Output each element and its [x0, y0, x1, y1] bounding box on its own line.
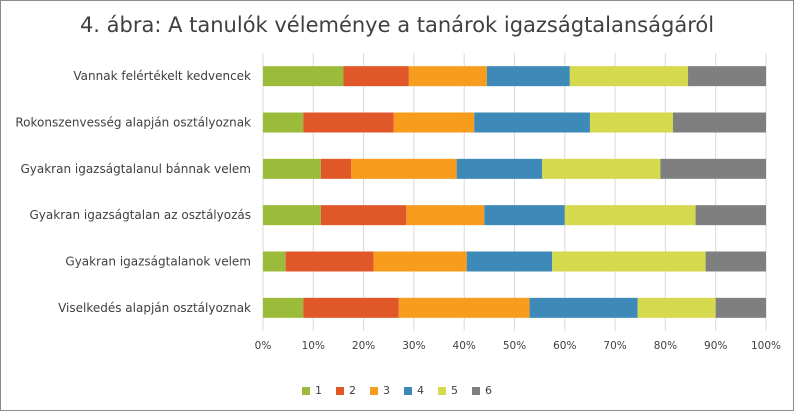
bar-segment-5 — [569, 66, 689, 87]
bar-segment-6 — [705, 251, 766, 272]
x-tick-label: 40% — [453, 340, 476, 352]
bar-segment-2 — [285, 251, 374, 272]
bar-segment-5 — [637, 297, 716, 318]
x-tick-label: 20% — [352, 340, 375, 352]
bar-segment-3 — [398, 297, 530, 318]
bar-segment-3 — [408, 66, 487, 87]
legend-swatch — [404, 386, 412, 395]
bar-segment-4 — [486, 66, 570, 87]
bar-segment-4 — [474, 112, 590, 133]
legend-item: 3 — [370, 384, 390, 397]
legend-label: 1 — [315, 384, 322, 397]
legend-label: 2 — [349, 384, 356, 397]
bar-segment-1 — [263, 158, 321, 179]
legend-item: 5 — [438, 384, 458, 397]
x-tick-label: 80% — [654, 340, 677, 352]
bar-segment-1 — [263, 251, 286, 272]
category-label: Viselkedés alapján osztályoznak — [58, 301, 251, 315]
bar-segment-4 — [466, 251, 553, 272]
legend-swatch — [472, 386, 480, 395]
bar-segment-3 — [393, 112, 475, 133]
category-label: Gyakran igazságtalanok velem — [65, 255, 251, 269]
bar-segment-2 — [303, 297, 399, 318]
bar-segment-5 — [542, 158, 661, 179]
x-tick-label: 50% — [503, 340, 526, 352]
legend-label: 6 — [485, 384, 492, 397]
bar-segment-6 — [672, 112, 766, 133]
legend-swatch — [370, 386, 378, 395]
legend-swatch — [336, 386, 344, 395]
legend-swatch — [302, 386, 310, 395]
bar-segment-4 — [529, 297, 638, 318]
legend-label: 3 — [383, 384, 390, 397]
bar-segment-4 — [484, 205, 565, 226]
legend-swatch — [438, 386, 446, 395]
bar-segment-2 — [320, 158, 352, 179]
x-tick-label: 70% — [603, 340, 626, 352]
x-tick-label: 0% — [255, 340, 272, 352]
category-label: Rokonszenvesség alapján osztályoznak — [15, 116, 251, 130]
legend-item: 1 — [302, 384, 322, 397]
legend-item: 4 — [404, 384, 424, 397]
legend-item: 6 — [472, 384, 492, 397]
x-tick-label: 60% — [553, 340, 576, 352]
x-tick-label: 10% — [302, 340, 325, 352]
x-tick-label: 90% — [704, 340, 727, 352]
legend-item: 2 — [336, 384, 356, 397]
bar-segment-1 — [263, 112, 304, 133]
bar-segment-5 — [564, 205, 696, 226]
category-label: Gyakran igazságtalanul bánnak velem — [20, 162, 251, 176]
category-label: Vannak felértékelt kedvencek — [73, 69, 251, 83]
legend-label: 4 — [417, 384, 424, 397]
x-tick-label: 30% — [402, 340, 425, 352]
bar-segment-6 — [660, 158, 766, 179]
category-label: Gyakran igazságtalan az osztályozás — [29, 208, 251, 222]
bar-segment-6 — [695, 205, 766, 226]
legend-label: 5 — [451, 384, 458, 397]
x-tick-label: 100% — [751, 340, 781, 352]
bar-segment-3 — [406, 205, 485, 226]
bar-segment-2 — [343, 66, 409, 87]
bar-segment-4 — [456, 158, 543, 179]
bar-segment-5 — [589, 112, 673, 133]
bar-segment-6 — [715, 297, 766, 318]
bar-segment-2 — [320, 205, 407, 226]
chart-title: 4. ábra: A tanulók véleménye a tanárok i… — [79, 13, 715, 37]
bar-segment-3 — [373, 251, 467, 272]
bar-segment-5 — [552, 251, 706, 272]
bar-segment-1 — [263, 205, 321, 226]
chart-legend: 1 2 3 4 5 6 — [1, 384, 793, 397]
bar-segment-2 — [303, 112, 394, 133]
bar-segment-3 — [351, 158, 457, 179]
bar-segment-1 — [263, 297, 304, 318]
bar-segment-6 — [688, 66, 766, 87]
bar-segment-1 — [263, 66, 344, 87]
